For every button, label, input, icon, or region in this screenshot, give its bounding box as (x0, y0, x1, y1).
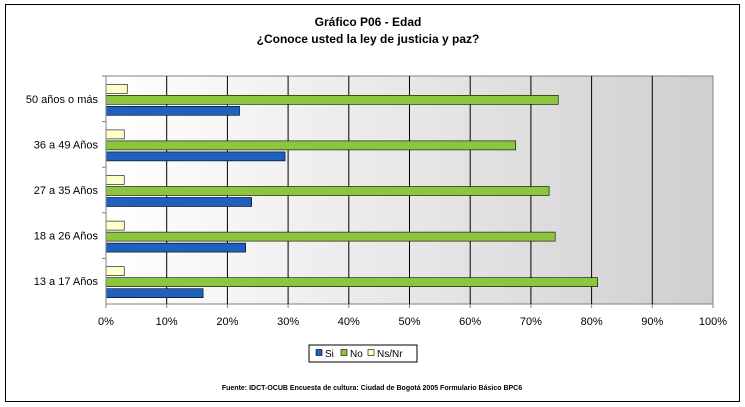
x-tick-label: 40% (338, 316, 360, 328)
bar-si (105, 106, 240, 116)
bar-si (105, 242, 246, 253)
x-tick-labels: 0% 10% 20% 30% 40% 50% 60% 70% 80% 90% 100% (98, 316, 727, 328)
bars (105, 84, 598, 299)
category-label: 36 a 49 Años (34, 139, 99, 151)
legend-label: Ns/Nr (377, 349, 403, 360)
chart-frame: Gráfico P06 - Edad ¿Conoce usted la ley … (5, 4, 740, 402)
x-tick-label: 0% (98, 316, 114, 328)
chart-title: Gráfico P06 - Edad (315, 15, 422, 29)
legend-swatch (340, 349, 348, 356)
bar-no (105, 95, 559, 105)
chart-canvas: Gráfico P06 - Edad ¿Conoce usted la ley … (26, 15, 727, 392)
bar-si (105, 197, 252, 207)
legend-swatch (315, 349, 323, 356)
source-note: Fuente: IDCT-OCUB Encuesta de cultura: C… (222, 385, 522, 392)
bar-nsnr (105, 266, 125, 277)
x-tick-label: 30% (277, 316, 299, 328)
chart-subtitle: ¿Conoce usted la ley de justicia y paz? (257, 32, 480, 46)
legend-label: Si (325, 349, 334, 360)
bar-no (105, 140, 517, 151)
legend-box (308, 344, 418, 363)
legend: Si No Ns/Nr (315, 349, 403, 360)
category-label: 50 años o más (26, 94, 99, 106)
bar-no (105, 186, 550, 196)
legend-swatch (367, 349, 375, 356)
x-tick-label: 50% (398, 316, 420, 328)
x-tick-label: 70% (520, 316, 542, 328)
bar-si (105, 151, 286, 162)
x-tick-label: 10% (156, 316, 178, 328)
x-tick-label: 80% (581, 316, 603, 328)
legend-label: No (350, 349, 363, 360)
category-labels: 50 años o más 36 a 49 Años 27 a 35 Años 18 … (26, 94, 99, 288)
x-tick-label: 90% (641, 316, 663, 328)
category-label: 18 a 26 Años (34, 231, 99, 243)
bar-nsnr (105, 175, 125, 185)
bar-nsnr (105, 84, 128, 94)
category-label: 27 a 35 Años (34, 185, 99, 197)
bar-nsnr (105, 129, 125, 140)
category-label: 13 a 17 Años (34, 276, 99, 288)
axes (102, 75, 107, 304)
bar-no (105, 231, 556, 242)
bar-no (105, 277, 598, 288)
x-tick-label: 60% (459, 316, 481, 328)
x-tick-label: 100% (699, 316, 727, 328)
bar-si (105, 288, 204, 299)
x-tick-label: 20% (216, 316, 238, 328)
bar-nsnr (105, 220, 125, 231)
